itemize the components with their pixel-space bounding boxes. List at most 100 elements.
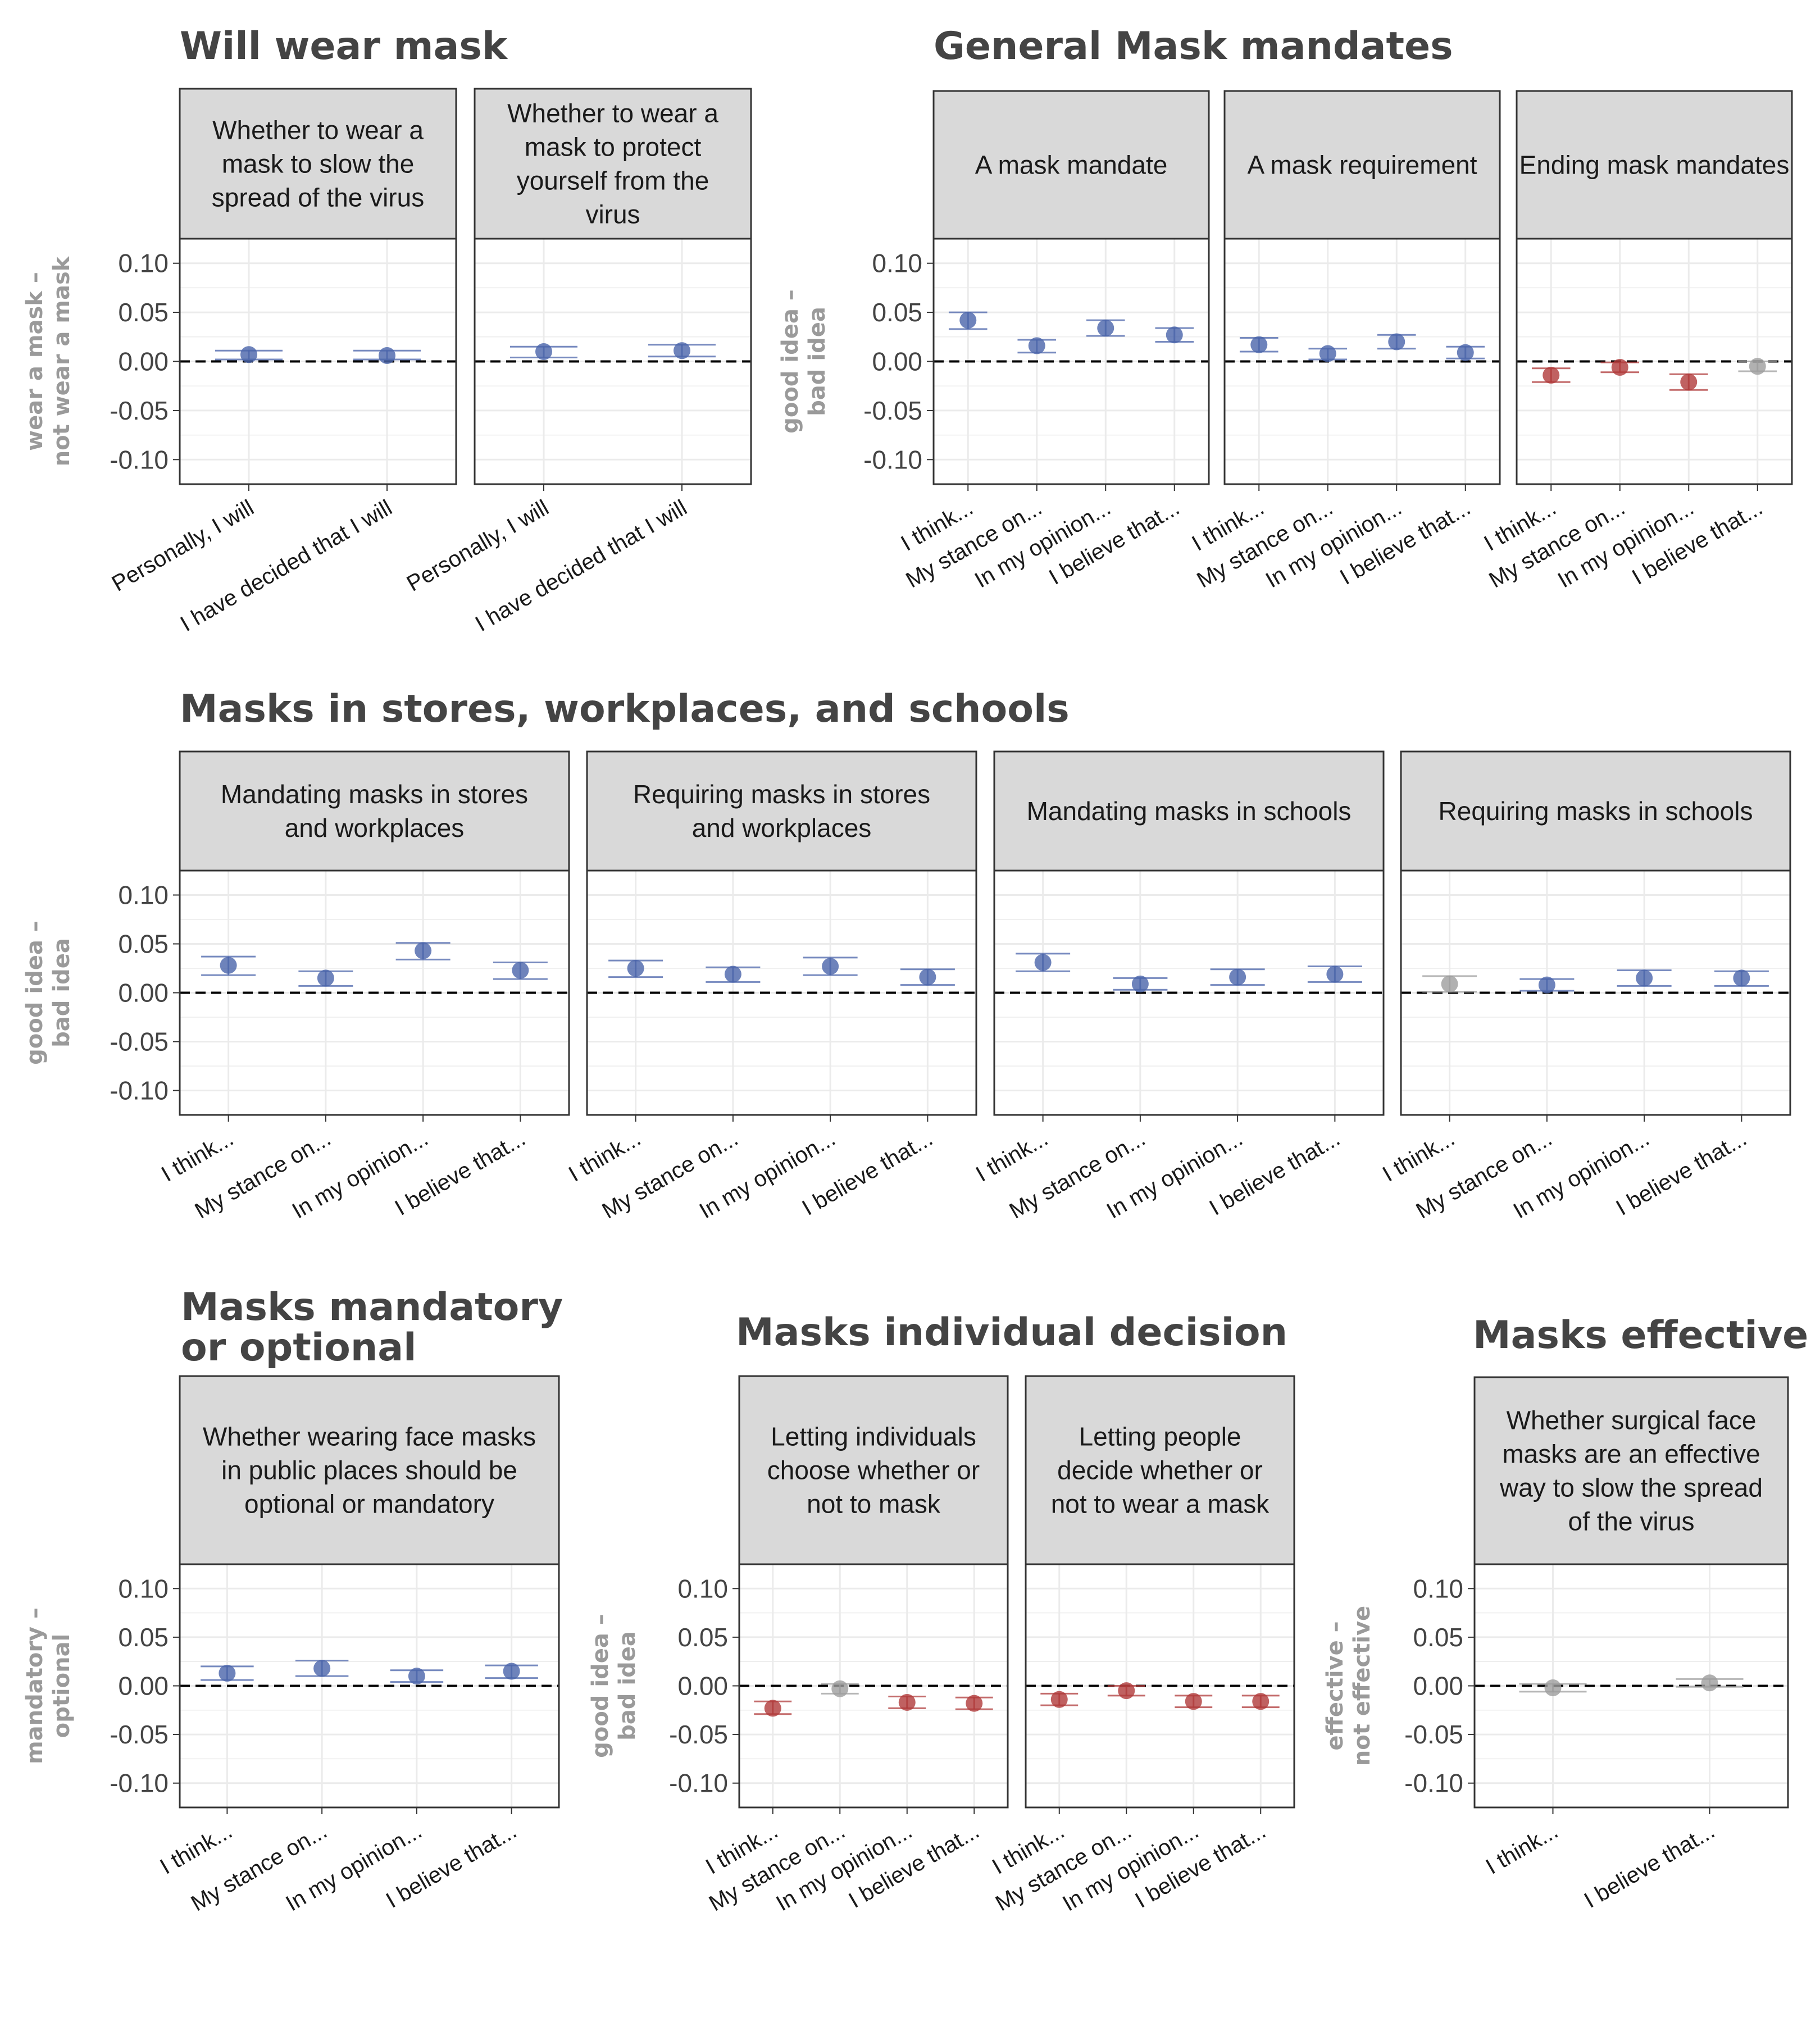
data-point (1118, 1682, 1135, 1700)
data-point (764, 1700, 781, 1717)
y-tick-label: -0.05 (110, 1720, 169, 1749)
data-point (674, 342, 690, 359)
panel-border (1025, 1563, 1295, 1809)
panel-border (1473, 1563, 1789, 1809)
data-point (1701, 1674, 1718, 1692)
data-point (1636, 969, 1653, 987)
y-tick-label: 0.10 (118, 1574, 169, 1603)
data-point (1457, 344, 1474, 361)
chart-effective: Masks effective effective – not effective 0… (1322, 1313, 1808, 1913)
data-point (1252, 1693, 1270, 1710)
strip-label: optional or mandatory (244, 1490, 494, 1519)
strip-box (179, 88, 457, 240)
data-point (959, 312, 977, 329)
y-axis-label: bad idea (804, 307, 830, 416)
strip-box (738, 1375, 1009, 1565)
strip-box (1516, 90, 1793, 240)
y-axis-label: bad idea (615, 1631, 640, 1741)
data-point (1538, 976, 1555, 994)
y-tick-label: 0.00 (118, 347, 169, 376)
panel-border (179, 238, 457, 485)
data-point (831, 1680, 849, 1697)
chart-title: Masks individual decision (736, 1310, 1287, 1355)
y-axis-label: bad idea (49, 938, 75, 1048)
y-tick-label: -0.05 (1404, 1720, 1463, 1749)
facet-panel: Letting individuals choose whether or not … (702, 1375, 1009, 1916)
y-tick-label: 0.10 (1413, 1574, 1463, 1603)
y-tick-label: -0.10 (110, 445, 169, 474)
x-tick-label: I believe that... (1580, 1819, 1719, 1913)
chart-title: or optional (181, 1326, 416, 1370)
strip-label: Requiring masks in schools (1439, 796, 1753, 826)
strip-label: Whether to wear a (212, 116, 424, 145)
strip-label: mask to protect (525, 133, 702, 162)
y-tick-label: 0.10 (118, 249, 169, 278)
y-tick-label: -0.05 (110, 1027, 169, 1056)
y-axis-label: not effective (1349, 1606, 1375, 1766)
chart-title: Masks mandatory (181, 1285, 563, 1329)
y-tick-label: 0.00 (677, 1672, 728, 1701)
y-tick-label: 0.05 (118, 298, 169, 327)
y-tick-label: -0.05 (110, 396, 169, 425)
data-point (1319, 345, 1336, 362)
panel-border (932, 238, 1210, 485)
data-point (898, 1693, 916, 1711)
x-tick-label: I think... (972, 1126, 1052, 1187)
data-point (1543, 366, 1560, 384)
strip-box (1400, 750, 1791, 872)
data-point (1611, 358, 1628, 376)
y-axis-label: mandatory – (22, 1607, 48, 1764)
strip-box (179, 750, 570, 872)
strip-box (932, 90, 1210, 240)
data-point (724, 966, 741, 983)
strip-label: Mandating masks in schools (1027, 796, 1352, 826)
strip-label: Whether wearing face masks (203, 1422, 536, 1451)
panel-border (993, 869, 1385, 1116)
strip-box (586, 750, 977, 872)
y-axis-label: good idea – (588, 1614, 613, 1758)
strip-label: A mask requirement (1247, 151, 1477, 180)
strip-label: Whether to wear a (507, 99, 718, 128)
y-axis-label: effective – (1322, 1621, 1348, 1750)
strip-label: mask to slow the (222, 149, 415, 179)
y-tick-label: -0.10 (863, 445, 922, 474)
panel-border (179, 869, 570, 1116)
chart-will-wear: Will wear mask wear a mask – not wear a ma… (22, 24, 752, 636)
x-tick-label: I think... (565, 1126, 645, 1187)
data-point (1680, 374, 1698, 391)
data-point (240, 346, 257, 363)
y-tick-label: -0.05 (863, 396, 922, 425)
y-tick-label: 0.10 (872, 249, 922, 278)
facet-panel: Letting people decide whether or not to we… (988, 1375, 1295, 1916)
strip-label: not to wear a mask (1051, 1490, 1270, 1519)
data-point (1131, 975, 1149, 992)
strip-label: Ending mask mandates (1519, 151, 1790, 180)
data-point (415, 942, 432, 959)
chart-stores-schools: Masks in stores, workplaces, and schools… (22, 687, 1791, 1223)
strip-label: of the virus (1568, 1507, 1695, 1536)
y-axis-label: good idea – (777, 289, 803, 434)
data-point (535, 343, 552, 361)
strip-label: Mandating masks in stores (221, 780, 528, 809)
data-point (1388, 333, 1405, 350)
data-point (1050, 1691, 1068, 1708)
y-axis-label: not wear a mask (49, 256, 75, 466)
data-point (822, 958, 839, 975)
data-point (1733, 969, 1750, 987)
y-tick-label: 0.00 (118, 1672, 169, 1701)
strip-label: and workplaces (692, 813, 872, 842)
facet-panel: Mandating masks in stores and workplaces I… (157, 750, 570, 1223)
data-point (313, 1660, 331, 1677)
y-tick-label: -0.10 (110, 1076, 169, 1105)
y-tick-label: 0.05 (872, 298, 922, 327)
strip-box (1025, 1375, 1295, 1565)
strip-label: Requiring masks in stores (633, 780, 930, 809)
x-tick-label: I think... (156, 1819, 236, 1879)
y-tick-label: 0.10 (118, 881, 169, 910)
panel-border (1400, 869, 1791, 1116)
y-tick-label: -0.05 (669, 1720, 728, 1749)
